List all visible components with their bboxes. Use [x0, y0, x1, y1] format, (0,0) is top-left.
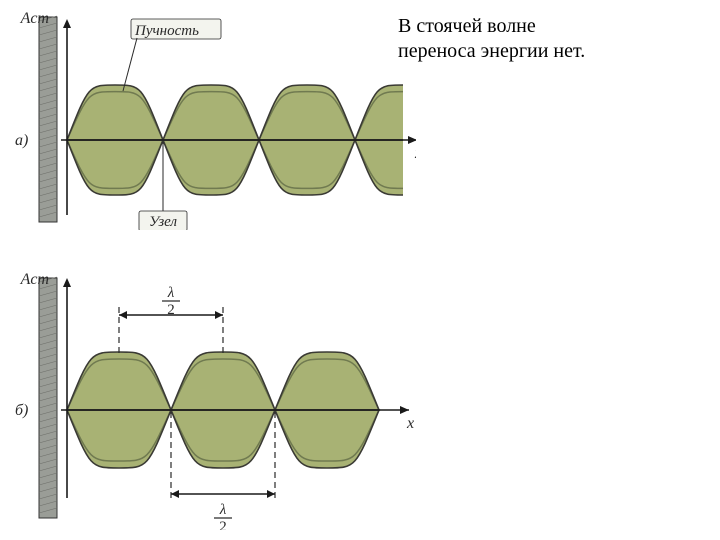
side-text-line1: В стоячей волне [398, 14, 585, 39]
svg-text:λ: λ [219, 502, 227, 518]
diagram-a: Aст x Пучность Узел а) [6, 5, 416, 230]
svg-text:Пучность: Пучность [134, 23, 199, 39]
svg-text:x: x [406, 415, 414, 432]
svg-text:Aст: Aст [20, 271, 49, 288]
svg-text:а): а) [15, 132, 28, 149]
diagram-b: Aстxλ2λ2б) [6, 260, 416, 530]
svg-text:2: 2 [219, 519, 227, 530]
svg-text:б): б) [15, 402, 28, 419]
svg-text:2: 2 [167, 302, 175, 318]
side-text-line2: переноса энергии нет. [398, 39, 585, 64]
svg-text:Aст: Aст [20, 10, 49, 27]
svg-text:Узел: Узел [149, 214, 177, 230]
svg-text:λ: λ [167, 285, 175, 301]
svg-text:x: x [414, 145, 416, 162]
